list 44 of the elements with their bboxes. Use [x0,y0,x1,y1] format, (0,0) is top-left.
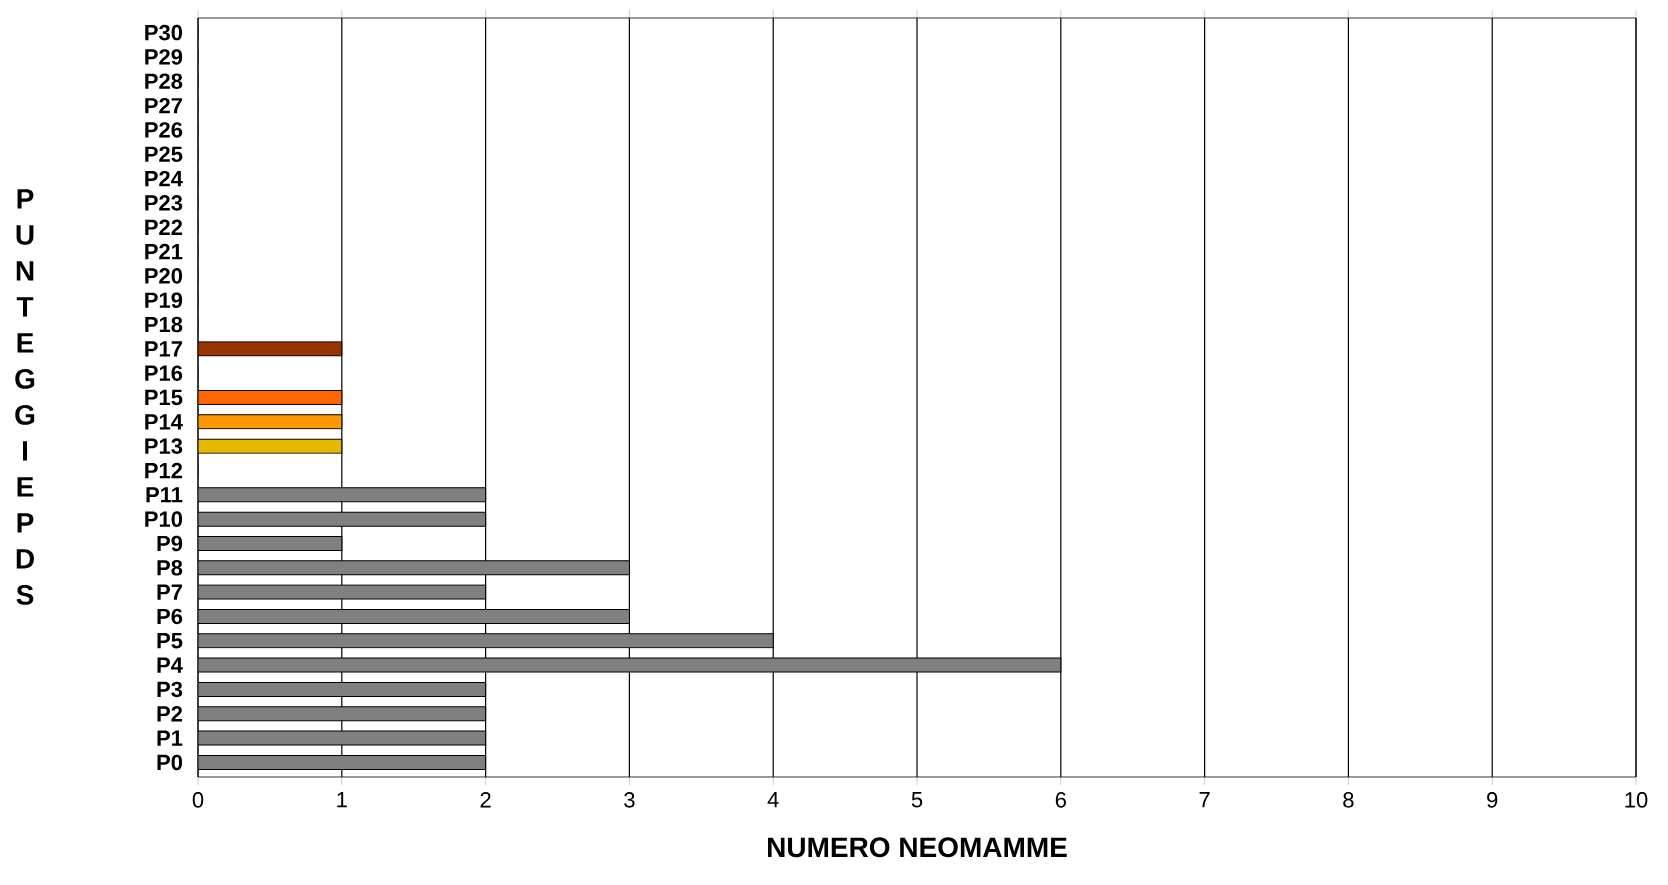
y-tick-label: P26 [145,122,183,138]
x-tick-label: 6 [1055,792,1066,808]
y-tick-label: P21 [145,243,183,260]
text: PUNTEGGI EPDS [15,189,35,605]
x-tick-label: 2 [480,792,491,808]
y-tick-label: P14 [145,414,183,430]
y-tick-label: P23 [145,195,183,211]
y-tick-label: P20 [145,268,183,284]
y-tick-label: P18 [145,316,183,333]
x-tick-label: 9 [1487,792,1498,808]
y-tick-label: P7 [157,584,182,600]
y-tick-label: P10 [145,511,183,527]
y-tick-label: P9 [157,535,183,552]
y-tick-label: P0 [157,754,183,771]
y-tick-label: P22 [145,219,183,235]
y-tick-label: P17 [145,341,182,357]
y-tick-label: P13 [145,438,183,454]
x-axis-title: NUMERO NEOMAMME [768,837,1067,858]
y-tick-label: P2 [157,706,183,722]
y-tick-label: P15 [145,389,183,406]
y-tick-label: P28 [145,73,183,90]
y-tick-label: P12 [145,462,183,479]
y-tick-label: P16 [145,365,183,381]
y-tick-label: P5 [157,633,183,649]
x-tick-label: 3 [624,792,635,808]
y-tick-label: P8 [157,560,183,576]
x-tick-label: 8 [1343,792,1354,808]
y-tick-label: P11 [146,487,183,503]
y-tick-label: P27 [145,97,182,114]
y-tick-label: P3 [157,681,183,698]
y-tick-label: P24 [145,170,183,187]
y-tick-label: P1 [157,730,183,746]
x-tick-label: 0 [192,792,204,808]
x-tick-label: 7 [1199,792,1210,808]
y-tick-label: P30 [145,24,183,41]
y-tick-label: P4 [157,657,183,673]
y-tick-label: P29 [145,49,183,65]
x-tick-label: 4 [767,792,779,808]
x-tick-label: 10 [1625,792,1648,808]
y-tick-label: P6 [157,608,183,625]
y-tick-label: P25 [145,146,183,163]
x-tick-label: 5 [911,792,923,808]
y-tick-label: P19 [145,292,183,308]
x-tick-label: 1 [337,792,347,808]
